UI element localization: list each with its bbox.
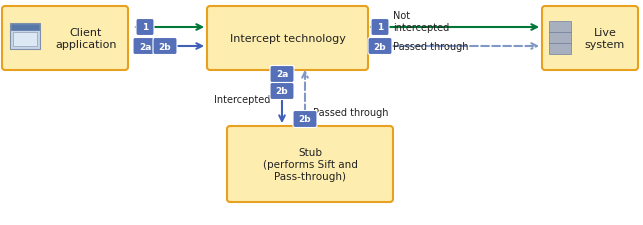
FancyBboxPatch shape xyxy=(293,111,317,128)
FancyBboxPatch shape xyxy=(270,66,294,83)
Text: 1: 1 xyxy=(142,23,148,32)
Text: 2b: 2b xyxy=(159,42,171,51)
FancyBboxPatch shape xyxy=(270,83,294,100)
Text: Passed through: Passed through xyxy=(393,42,469,52)
FancyBboxPatch shape xyxy=(549,22,571,33)
FancyBboxPatch shape xyxy=(371,19,389,36)
Text: 2a: 2a xyxy=(139,42,151,51)
Text: Not
intercepted: Not intercepted xyxy=(393,11,449,33)
FancyBboxPatch shape xyxy=(136,19,154,36)
Text: Client
application: Client application xyxy=(55,28,117,50)
FancyBboxPatch shape xyxy=(13,33,37,47)
FancyBboxPatch shape xyxy=(133,38,157,55)
FancyBboxPatch shape xyxy=(11,25,39,31)
FancyBboxPatch shape xyxy=(549,33,571,44)
FancyBboxPatch shape xyxy=(368,38,392,55)
Text: 2a: 2a xyxy=(276,70,288,79)
FancyBboxPatch shape xyxy=(10,24,40,50)
Text: Stub
(performs Sift and
Pass-through): Stub (performs Sift and Pass-through) xyxy=(262,148,358,181)
FancyBboxPatch shape xyxy=(153,38,177,55)
Text: Passed through: Passed through xyxy=(313,108,388,117)
Text: 2b: 2b xyxy=(374,42,386,51)
FancyBboxPatch shape xyxy=(549,44,571,55)
Text: Live
system: Live system xyxy=(585,28,625,50)
FancyBboxPatch shape xyxy=(2,7,128,71)
FancyBboxPatch shape xyxy=(207,7,368,71)
Text: Intercepted: Intercepted xyxy=(213,94,270,105)
Text: 1: 1 xyxy=(377,23,383,32)
FancyBboxPatch shape xyxy=(227,126,393,202)
FancyBboxPatch shape xyxy=(542,7,638,71)
Text: Intercept technology: Intercept technology xyxy=(230,34,345,44)
Text: 2b: 2b xyxy=(276,87,288,96)
Text: 2b: 2b xyxy=(299,115,311,124)
